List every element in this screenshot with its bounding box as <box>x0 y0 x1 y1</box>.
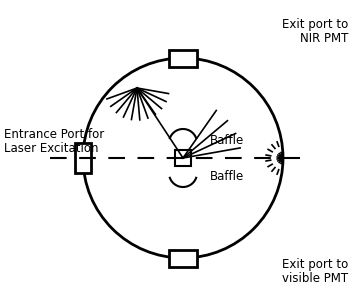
Text: NIR PMT: NIR PMT <box>300 32 348 45</box>
Bar <box>169 249 197 266</box>
Text: Laser Excitation: Laser Excitation <box>4 142 99 155</box>
Text: Entrance Port for: Entrance Port for <box>4 128 104 141</box>
Text: Baffle: Baffle <box>210 133 244 146</box>
Text: Exit port to: Exit port to <box>282 258 348 271</box>
Bar <box>175 150 191 166</box>
Text: Exit port to: Exit port to <box>282 18 348 31</box>
Bar <box>169 50 197 66</box>
Text: Baffle: Baffle <box>210 169 244 182</box>
Text: visible PMT: visible PMT <box>282 272 348 285</box>
Bar <box>75 143 91 173</box>
